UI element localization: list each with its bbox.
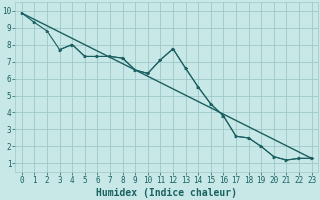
X-axis label: Humidex (Indice chaleur): Humidex (Indice chaleur) (96, 188, 237, 198)
